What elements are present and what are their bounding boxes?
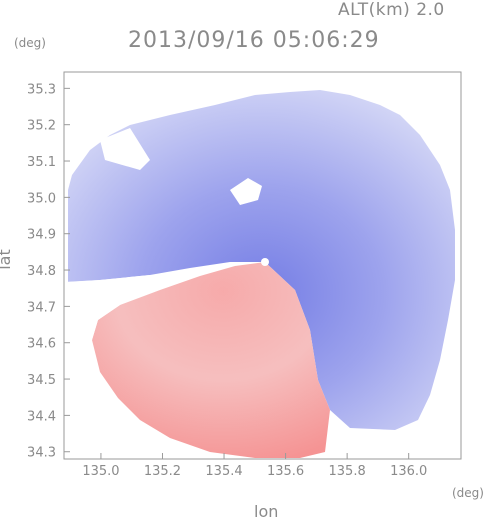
radar-center-marker [261,258,269,266]
y-tick-label: 34.6 [27,337,56,352]
y-tick-label: 34.9 [27,228,56,243]
timestamp-title: 2013/09/16 05:06:29 [128,28,380,53]
y-tick-label: 34.4 [27,409,56,424]
x-axis-unit: (deg) [452,486,484,500]
y-tick-label: 35.3 [27,82,56,97]
x-axis-ticks: 135.0 135.2 135.4 135.6 135.8 136.0 [82,453,427,479]
x-tick-label: 135.6 [267,464,304,479]
x-tick-label: 135.8 [329,464,366,479]
x-tick-label: 135.4 [205,464,242,479]
x-axis-label: lon [254,502,279,521]
y-tick-label: 34.7 [27,300,56,315]
altitude-label: ALT(km) 2.0 [338,0,445,20]
y-tick-label: 34.8 [27,264,56,279]
velocity-field [64,90,455,458]
y-tick-label: 35.0 [27,191,56,206]
x-tick-label: 135.0 [82,464,119,479]
y-tick-label: 34.5 [27,373,56,388]
plot-frame [63,71,462,460]
y-tick-label: 35.1 [27,155,56,170]
y-tick-label: 35.2 [27,119,56,134]
receding-region [92,262,330,458]
y-axis-ticks: 34.3 34.4 34.5 34.6 34.7 34.8 34.9 35.0 35.1 35.2… [27,82,70,461]
x-tick-label: 136.0 [390,464,427,479]
y-tick-label: 34.3 [27,446,56,461]
approaching-region [68,90,455,430]
no-echo-region [64,275,150,340]
echo-gap-1 [230,178,262,205]
y-axis-unit: (deg) [14,36,46,50]
x-tick-label: 135.2 [144,464,181,479]
echo-gap-2 [100,128,150,170]
